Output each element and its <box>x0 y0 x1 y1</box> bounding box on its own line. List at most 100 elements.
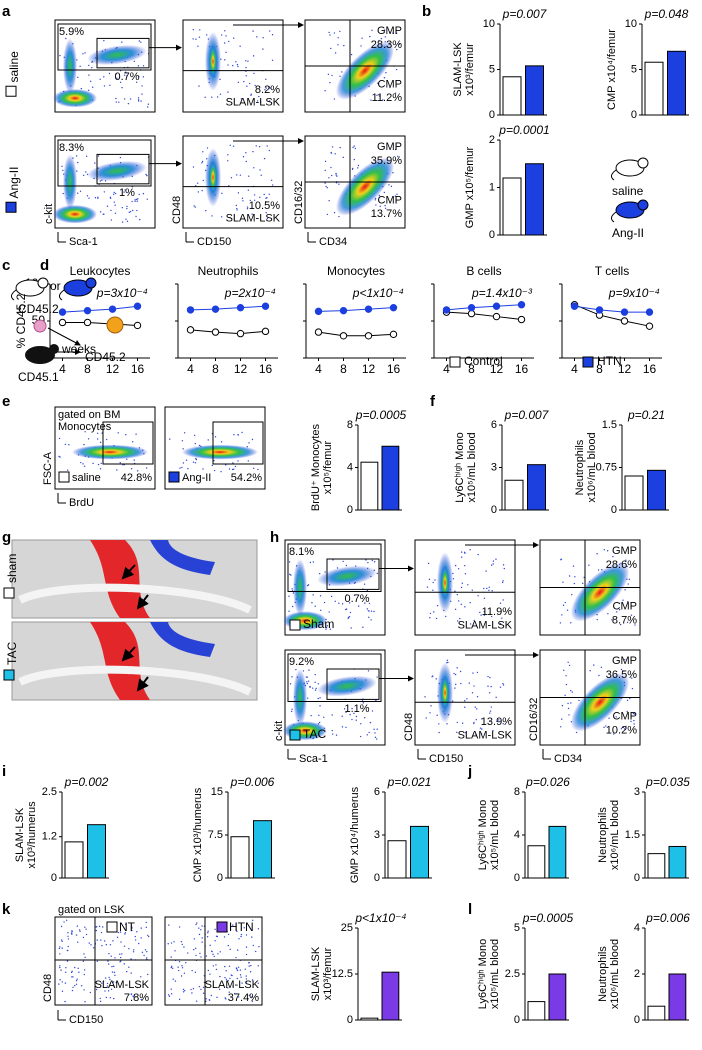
cell-dot <box>142 65 145 67</box>
y-tick-label: 2.5 <box>42 786 57 798</box>
cell-dot <box>335 734 338 736</box>
y-tick-label: 6 <box>491 419 497 431</box>
p-value: p=0.048 <box>644 7 689 21</box>
cell-dot <box>561 718 563 720</box>
cell-dot <box>243 927 245 929</box>
cell-density <box>53 89 97 108</box>
series-marker <box>58 318 67 327</box>
cell-dot <box>236 930 238 933</box>
cell-dot <box>201 189 203 192</box>
panel-letter: f <box>430 393 436 410</box>
cell-dot <box>58 983 60 985</box>
cell-dot <box>626 710 628 713</box>
label: 11.9% <box>482 606 513 618</box>
cell-dot <box>227 154 229 156</box>
cell-dot <box>253 467 255 469</box>
cell-dot <box>495 696 497 699</box>
cell-dot <box>499 686 502 688</box>
cell-dot <box>352 146 354 149</box>
series-line <box>62 305 138 313</box>
p-value: p=0.035 <box>645 775 690 789</box>
cell-dot <box>92 947 95 949</box>
cell-dot <box>436 714 438 717</box>
flow-plot <box>284 649 386 746</box>
cell-dot <box>379 205 381 208</box>
cell-dot <box>110 988 113 991</box>
cell-dot <box>262 37 264 39</box>
label: GMP <box>377 25 402 37</box>
cell-dot <box>363 583 366 585</box>
cell-dot <box>435 678 437 680</box>
cell-dot <box>428 578 431 581</box>
cell-dot <box>106 985 109 987</box>
group-swatch <box>289 729 301 741</box>
cell-dot <box>446 723 448 725</box>
chart-title: Monocytes <box>327 264 385 278</box>
cell-dot <box>201 941 203 943</box>
y-tick-label: 5 <box>631 63 637 75</box>
cell-dot <box>328 611 330 613</box>
series-marker <box>442 306 451 314</box>
cell-dot <box>83 969 86 971</box>
cell-dot <box>252 944 255 947</box>
cell-dot <box>202 992 205 994</box>
cell-dot <box>134 935 136 938</box>
cell-dot <box>333 32 336 34</box>
cell-dot <box>338 602 340 604</box>
cell-dot <box>384 207 387 209</box>
cell-dot <box>71 976 73 978</box>
p-value: p=0.0005 <box>522 911 574 925</box>
p-value: p=0.006 <box>645 911 690 925</box>
cell-dot <box>119 156 122 159</box>
cell-dot <box>212 953 214 956</box>
cell-dot <box>95 929 98 932</box>
cell-dot <box>128 966 130 968</box>
y-tick-label: 1 <box>489 181 495 193</box>
bar <box>502 177 522 236</box>
cell-dot <box>71 930 73 932</box>
cell-dot <box>353 712 355 715</box>
cell-dot <box>192 28 195 31</box>
series-line <box>318 307 394 312</box>
cell-dot <box>606 550 609 552</box>
cell-dot <box>633 713 636 715</box>
label: 1% <box>119 187 135 199</box>
cell-dot <box>336 175 338 177</box>
y-axis-label: CMP x10³/humerus <box>192 787 204 882</box>
cell-dot <box>124 933 126 935</box>
cell-dot <box>71 989 74 992</box>
cell-dot <box>183 432 186 434</box>
cell-dot <box>138 40 141 42</box>
axis-label: Sca-1 <box>299 753 328 765</box>
cell-dot <box>368 602 371 605</box>
cell-dot <box>452 578 455 580</box>
arrow <box>136 676 149 692</box>
cell-dot <box>107 963 110 965</box>
cell-dot <box>308 669 310 671</box>
cell-dot <box>142 192 145 195</box>
cell-dot <box>574 576 576 578</box>
cell-dot <box>59 54 61 57</box>
cell-dot <box>126 458 128 460</box>
cell-dot <box>218 988 221 991</box>
cell-dot <box>271 34 274 36</box>
cell-dot <box>75 934 78 936</box>
cell-dot <box>469 623 472 625</box>
cell-dot <box>61 947 63 949</box>
cell-dot <box>359 735 362 738</box>
cell-dot <box>170 942 173 944</box>
cell-dot <box>88 64 90 67</box>
cell-dot <box>361 37 363 39</box>
group-label: NT <box>119 920 136 934</box>
cell-dot <box>339 146 341 149</box>
group-swatch <box>58 471 70 483</box>
cell-dot <box>202 179 204 182</box>
cell-dot <box>180 975 183 977</box>
cell-dot <box>326 625 329 627</box>
cell-dot <box>342 156 345 159</box>
cell-dot <box>141 85 143 87</box>
mouse-tail <box>58 289 65 301</box>
cell-dot <box>318 714 320 717</box>
cell-dot <box>104 990 106 992</box>
